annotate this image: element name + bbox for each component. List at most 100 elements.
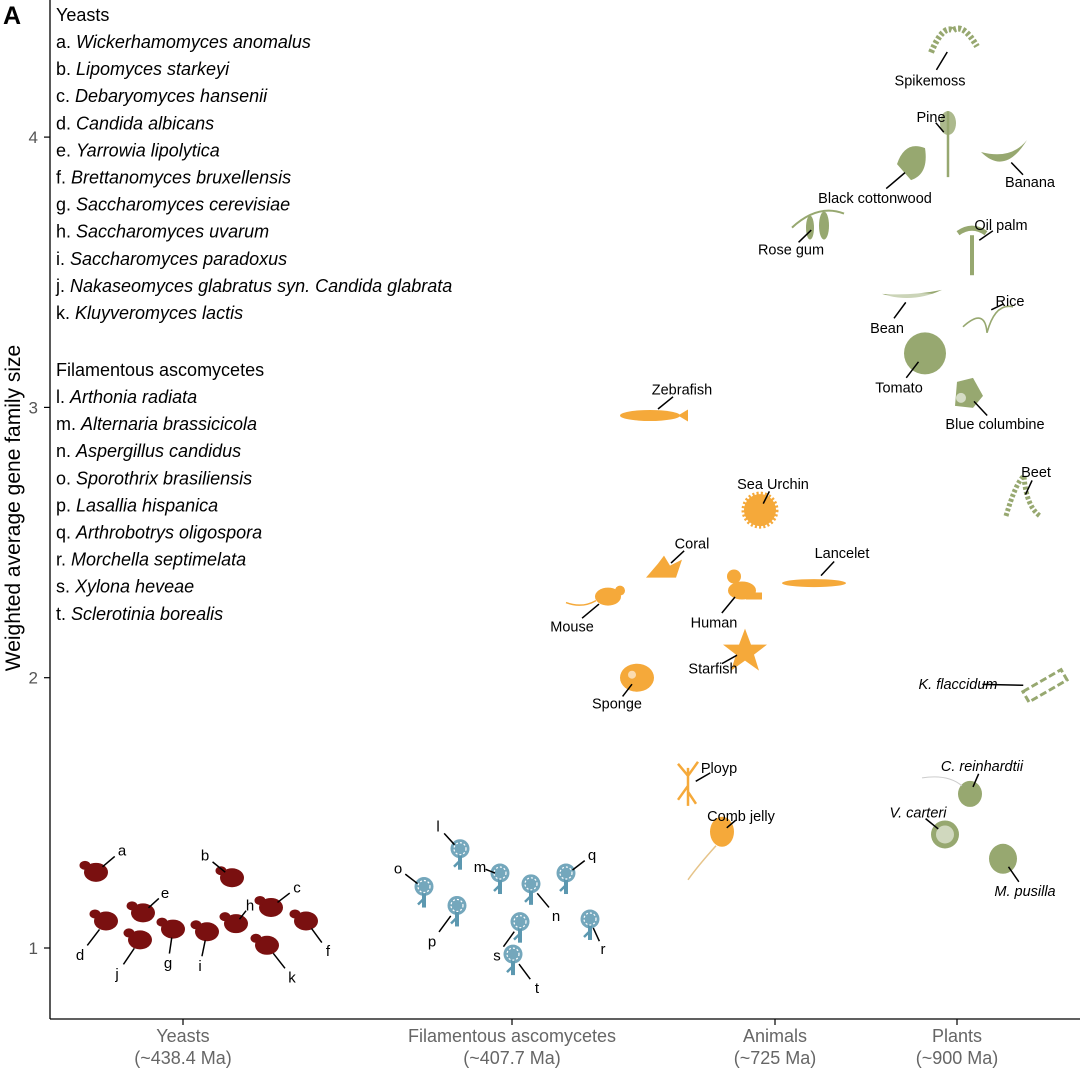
point-k-flaccidum (1020, 667, 1070, 705)
leader-h (238, 910, 247, 920)
label-mouse: Mouse (550, 620, 594, 636)
point-rice (962, 305, 1014, 334)
leader-a (102, 855, 116, 868)
point-f (289, 909, 318, 931)
leader-spikemoss (935, 51, 948, 71)
point-a (79, 860, 108, 882)
label-sea-urchin: Sea Urchin (737, 477, 809, 493)
label-c: c (293, 879, 301, 896)
legend-yeast-8: i. Saccharomyces paradoxus (56, 249, 287, 269)
legend-fungus-1: m. Alternaria brassicicola (56, 414, 257, 434)
legend-fungus-2: n. Aspergillus candidus (56, 441, 241, 461)
legend-yeast-5: f. Brettanomyces bruxellensis (56, 168, 291, 188)
label-i: i (198, 958, 201, 975)
point-c-reinhardtii (921, 776, 982, 807)
label-zebrafish: Zebrafish (652, 383, 712, 399)
point-tomato (904, 332, 946, 375)
point-sponge (620, 663, 654, 692)
point-h (219, 912, 248, 934)
label-t: t (535, 980, 540, 997)
point-blue-columbine (955, 377, 983, 408)
label-sponge: Sponge (592, 697, 642, 713)
y-tick-3: 3 (29, 398, 38, 417)
leader-comb-jelly (726, 819, 737, 829)
leader-m-pusilla (1007, 866, 1020, 883)
x-tick-age-plants: (~900 Ma) (916, 1048, 999, 1068)
point-s (510, 912, 530, 943)
label-comb-jelly: Comb jelly (707, 809, 775, 825)
leader-rice (990, 303, 1004, 311)
legend-yeasts-heading: Yeasts (56, 5, 109, 25)
y-ticks: 1 2 3 4 (29, 128, 50, 958)
leader-k (272, 952, 286, 969)
legend-yeast-10: k. Kluyveromyces lactis (56, 303, 243, 323)
label-p: p (428, 933, 436, 950)
x-tick-plants: Plants (932, 1026, 982, 1046)
legend-yeast-9: j. Nakaseomyces glabratus syn. Candida g… (55, 276, 452, 296)
leader-bean (893, 301, 907, 319)
point-zebrafish (620, 409, 688, 422)
legend-yeast-0: a. Wickerhamomyces anomalus (56, 32, 311, 52)
label-rose-gum: Rose gum (758, 243, 824, 259)
legend: Yeasts a. Wickerhamomyces anomalus b. Lip… (55, 5, 452, 624)
point-beet (1003, 471, 1042, 519)
leader-d (86, 929, 101, 946)
leader-i (201, 940, 206, 957)
legend-yeast-3: d. Candida albicans (56, 113, 214, 133)
point-bean (882, 289, 942, 299)
point-black-cottonwood (897, 146, 926, 181)
leader-c (277, 892, 291, 904)
point-coral (646, 555, 682, 578)
leader-k-flaccidum (982, 683, 1024, 687)
x-tick-yeasts: Yeasts (156, 1026, 209, 1046)
leader-rose-gum (798, 229, 812, 243)
label-f: f (326, 943, 331, 960)
leader-q (572, 860, 586, 871)
point-ployp (676, 761, 700, 806)
point-sea-urchin (741, 491, 779, 529)
y-tick-1: 1 (29, 939, 38, 958)
point-i (190, 920, 219, 942)
leader-b (212, 861, 226, 873)
leader-tomato (905, 361, 920, 379)
leader-v-carteri (925, 818, 939, 830)
leader-n (536, 892, 550, 908)
label-a: a (118, 842, 127, 859)
label-o: o (394, 861, 402, 878)
point-k (250, 933, 279, 955)
leader-lancelet (820, 560, 835, 577)
point-b (215, 866, 244, 888)
legend-fungus-8: t. Sclerotinia borealis (56, 604, 223, 624)
leader-ployp (695, 772, 711, 782)
label-g: g (164, 955, 172, 972)
label-ployp: Ployp (701, 761, 737, 777)
label-beet: Beet (1021, 465, 1051, 481)
legend-yeast-2: c. Debaryomyces hansenii (56, 86, 268, 106)
label-l: l (436, 819, 439, 836)
panel-letter: A (3, 2, 21, 30)
y-tick-4: 4 (29, 128, 38, 147)
label-banana: Banana (1005, 175, 1056, 191)
legend-fungi-heading: Filamentous ascomycetes (56, 360, 264, 380)
leader-t (518, 963, 531, 980)
point-mouse (565, 585, 625, 606)
label-v-carteri: V. carteri (890, 805, 948, 821)
point-d (89, 909, 118, 931)
point-m-pusilla (989, 843, 1017, 874)
point-banana (981, 140, 1027, 162)
point-o (414, 877, 434, 908)
legend-fungus-4: p. Lasallia hispanica (56, 495, 218, 515)
point-p (447, 895, 467, 927)
label-human: Human (691, 616, 738, 632)
point-starfish (723, 628, 767, 671)
label-c-reinhardtii: C. reinhardtii (941, 759, 1024, 775)
leader-starfish (721, 654, 738, 665)
leader-o (404, 873, 418, 885)
leader-c-reinhardtii (972, 773, 980, 788)
point-rose-gum (791, 209, 845, 240)
x-ticks: Yeasts(~438.4 Ma) Filamentous ascomycetes… (134, 1019, 998, 1068)
point-pine (940, 111, 956, 178)
label-k-flaccidum: K. flaccidum (919, 677, 998, 693)
label-q: q (588, 847, 596, 864)
label-lancelet: Lancelet (815, 546, 870, 562)
